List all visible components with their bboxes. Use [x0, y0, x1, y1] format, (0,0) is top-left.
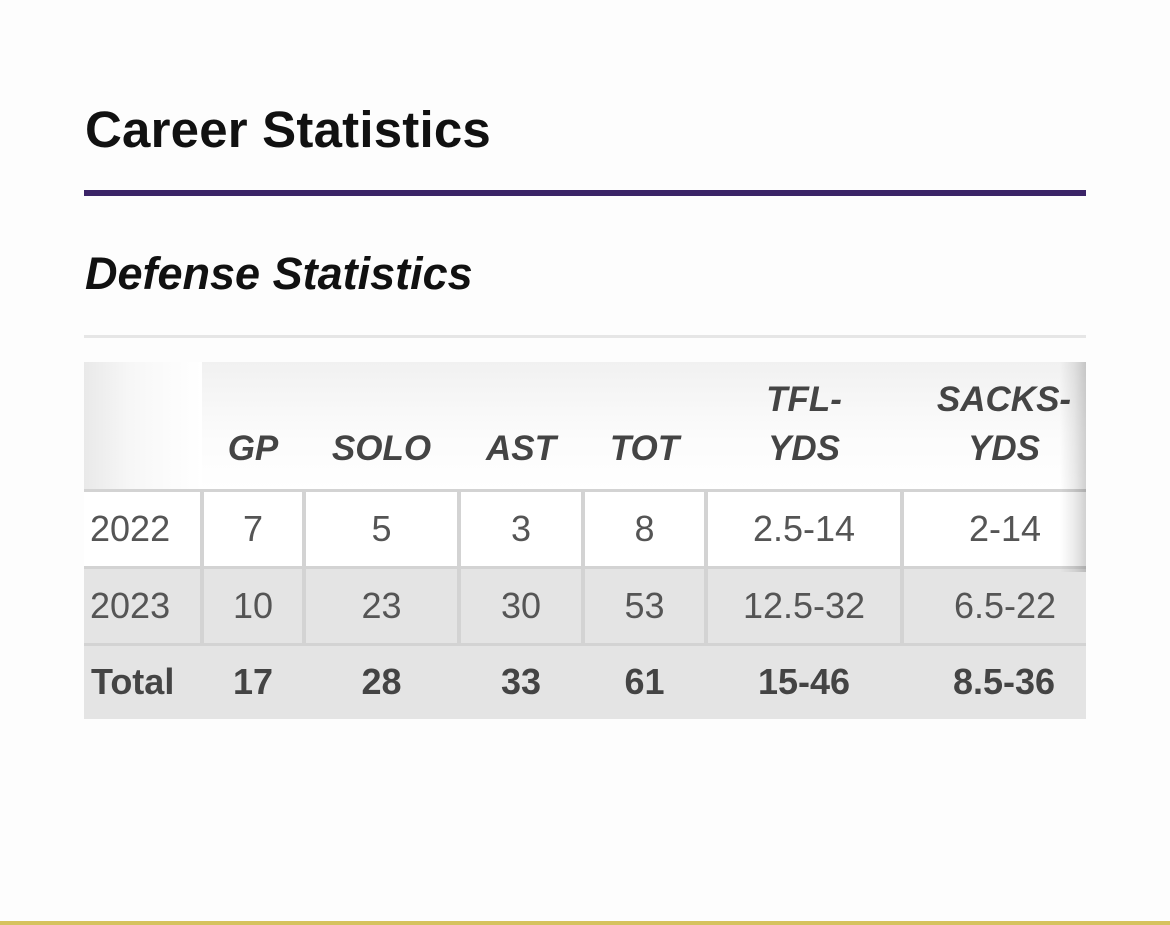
cell-tfl-yds: 12.5-32 — [704, 565, 902, 644]
column-header-sacks-yds-line2: YDS — [968, 428, 1040, 468]
column-header-season[interactable] — [84, 362, 202, 490]
cell-total-solo: 28 — [304, 642, 459, 719]
cell-gp: 10 — [200, 565, 304, 644]
column-header-tfl-yds-line1: TFL- — [766, 379, 842, 419]
table-row-2022: 2022 7 5 3 8 2.5-14 2-14 — [84, 488, 1086, 567]
cell-total-tfl-yds: 15-46 — [706, 642, 902, 719]
column-header-ast-line2: AST — [486, 428, 556, 468]
table-row-2023: 2023 10 23 30 53 12.5-32 6.5-22 — [84, 565, 1086, 644]
cell-sacks-yds: 2-14 — [900, 488, 1086, 567]
column-header-sacks-yds-line1: SACKS- — [936, 379, 1072, 419]
cell-tot: 8 — [581, 488, 706, 567]
cell-gp: 7 — [200, 488, 304, 567]
cell-total-gp: 17 — [202, 642, 304, 719]
column-header-tot[interactable]: TOT — [583, 362, 706, 490]
section-title: Defense Statistics — [85, 248, 473, 299]
cell-total-ast: 33 — [459, 642, 583, 719]
cell-solo: 5 — [302, 488, 459, 567]
cell-total-tot: 61 — [583, 642, 706, 719]
section-divider — [84, 335, 1086, 338]
title-divider — [84, 190, 1086, 196]
cell-total-label: Total — [84, 642, 202, 719]
cell-sacks-yds: 6.5-22 — [900, 565, 1086, 644]
column-header-gp[interactable]: GP — [202, 362, 304, 490]
cell-ast: 3 — [457, 488, 583, 567]
cell-solo: 23 — [302, 565, 459, 644]
table-row-total: Total 17 28 33 61 15-46 8.5-36 — [84, 642, 1086, 719]
cell-total-sacks-yds: 8.5-36 — [902, 642, 1086, 719]
column-header-tot-line2: TOT — [609, 428, 680, 468]
defense-stats-table: GP SOLO AST TOT TFL- YDS — [84, 362, 1086, 719]
column-header-solo-line2: SOLO — [331, 428, 432, 468]
column-header-tfl-yds-line2: YDS — [768, 428, 840, 468]
column-header-sacks-yds[interactable]: SACKS- YDS — [902, 362, 1086, 490]
cell-ast: 30 — [457, 565, 583, 644]
column-header-ast[interactable]: AST — [459, 362, 583, 490]
table-header-row: GP SOLO AST TOT TFL- YDS — [84, 362, 1086, 490]
bottom-accent-line — [0, 921, 1170, 925]
column-header-gp-line2: GP — [227, 428, 279, 468]
cell-season: 2023 — [84, 565, 202, 644]
cell-season: 2022 — [84, 488, 202, 567]
cell-tfl-yds: 2.5-14 — [704, 488, 902, 567]
column-header-solo[interactable]: SOLO — [304, 362, 459, 490]
column-header-tfl-yds[interactable]: TFL- YDS — [706, 362, 902, 490]
cell-tot: 53 — [581, 565, 706, 644]
defense-stats-table-container[interactable]: GP SOLO AST TOT TFL- YDS — [84, 362, 1086, 719]
page-title: Career Statistics — [85, 101, 491, 158]
